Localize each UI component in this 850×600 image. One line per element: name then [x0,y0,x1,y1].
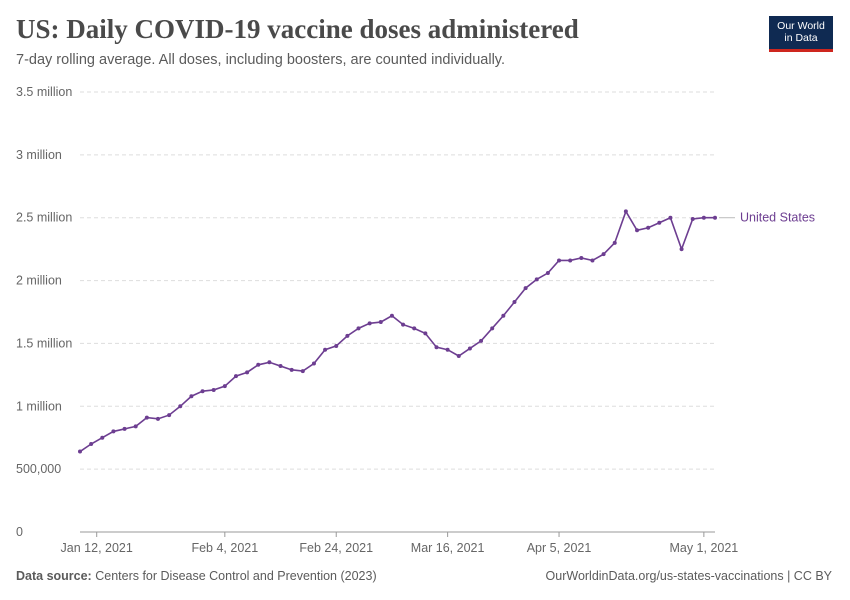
data-point [445,347,450,352]
data-point [668,215,673,220]
data-point [311,361,316,366]
x-tick-label: Jan 12, 2021 [61,541,133,555]
logo-line-2: in Data [784,32,818,44]
data-point [334,343,339,348]
x-tick-label: Mar 16, 2021 [411,541,485,555]
y-tick-label: 0 [16,525,23,539]
data-point [701,215,706,220]
logo-line-1: Our World [777,20,825,32]
data-point [200,389,205,394]
data-point [289,367,294,372]
data-point [100,435,105,440]
data-point [423,331,428,336]
data-point [267,360,272,365]
data-point [356,326,361,331]
data-point [623,209,628,214]
data-point [222,384,227,389]
series-label: United States [740,211,815,225]
chart-title: US: Daily COVID-19 vaccine doses adminis… [16,14,579,44]
data-point [78,449,82,454]
x-tick-label: May 1, 2021 [669,541,738,555]
y-tick-label: 2 million [16,274,62,288]
data-point [367,321,372,326]
data-point [412,326,417,331]
y-tick-label: 3.5 million [16,85,72,99]
data-point [590,258,595,263]
data-point [389,313,394,318]
data-point [501,313,506,318]
y-tick-label: 2.5 million [16,211,72,225]
data-point [300,369,305,374]
y-tick-label: 1.5 million [16,336,72,350]
source-text: Centers for Disease Control and Preventi… [95,569,377,583]
data-point [534,277,539,282]
data-point [679,247,684,252]
y-tick-label: 1 million [16,399,62,413]
data-point [467,346,472,351]
data-point [635,228,640,233]
x-tick-label: Apr 5, 2021 [527,541,592,555]
data-point [646,225,651,230]
data-point [456,354,461,358]
data-point [601,252,606,257]
data-point [211,387,216,392]
data-point [178,404,183,409]
data-point [345,333,350,338]
data-point [612,240,617,245]
data-point [579,255,584,260]
data-point [490,326,495,331]
x-tick-label: Feb 24, 2021 [299,541,373,555]
data-point [378,320,383,325]
data-point [523,286,528,291]
source-link[interactable]: OurWorldinData.org/us-states-vaccination… [545,569,832,583]
data-point [122,426,127,431]
y-tick-label: 3 million [16,148,62,162]
data-point [568,258,573,263]
data-point [323,347,328,352]
data-point [189,394,194,399]
data-point [512,299,517,304]
data-point [657,220,662,225]
data-point [233,374,238,379]
data-point [155,416,160,421]
source-label: Data source: [16,569,92,583]
data-point [133,424,138,429]
x-tick-label: Feb 4, 2021 [191,541,258,555]
data-point [401,322,406,327]
owid-logo[interactable]: Our World in Data [769,16,833,52]
data-point [111,429,116,434]
data-source: Data source: Centers for Disease Control… [16,569,377,583]
data-point [479,338,484,343]
data-point [89,442,94,446]
data-point [144,415,149,420]
data-point [434,345,439,350]
chart-subtitle: 7-day rolling average. All doses, includ… [16,52,505,68]
data-point [545,271,550,276]
data-point [167,413,172,418]
data-point [245,370,250,375]
data-point [278,364,283,369]
y-tick-label: 500,000 [16,462,61,476]
data-point [690,216,695,221]
series-line-0 [79,209,715,453]
data-point [713,215,717,220]
data-point [256,362,261,367]
data-point [557,258,562,263]
